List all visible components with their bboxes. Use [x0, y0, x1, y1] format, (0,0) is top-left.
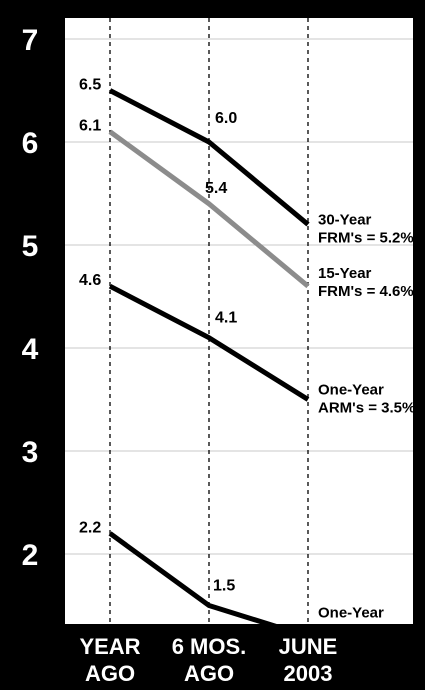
series-label-line2: FRM's = 5.2%: [318, 229, 414, 246]
series-label-line1: One-Year: [318, 604, 384, 621]
x-tick-label-line1: 6 MOS.: [172, 634, 247, 659]
x-tick-label-line1: YEAR: [79, 634, 140, 659]
y-tick-label-2: 2: [22, 539, 39, 572]
data-label-s3-p0: 2.2: [79, 519, 101, 536]
x-tick-label-line2: AGO: [85, 661, 135, 686]
series-label-line2: ARM's = 3.5%: [318, 400, 415, 417]
y-tick-label-6: 6: [22, 127, 39, 160]
data-label-s0-p1: 6.0: [215, 110, 237, 127]
x-tick-label-line1: JUNE: [279, 634, 338, 659]
data-label-s1-p0: 6.1: [79, 118, 101, 135]
y-tick-label-7: 7: [22, 24, 39, 57]
series-label-line1: 15-Year: [318, 265, 372, 282]
data-label-s3-p1: 1.5: [213, 578, 235, 595]
series-label-line1: One-Year: [318, 382, 384, 399]
y-tick-label-4: 4: [22, 333, 39, 366]
x-tick-label-line2: 2003: [284, 661, 333, 686]
series-label-line2: FRM's = 4.6%: [318, 283, 414, 300]
data-label-s1-p1: 5.4: [205, 180, 227, 197]
y-tick-label-5: 5: [22, 230, 39, 263]
data-label-s0-p0: 6.5: [79, 77, 101, 94]
x-tick-label-line2: AGO: [184, 661, 234, 686]
y-tick-label-3: 3: [22, 436, 39, 469]
data-label-s2-p0: 4.6: [79, 272, 101, 289]
data-label-s2-p1: 4.1: [215, 310, 237, 327]
plot-area: [65, 18, 413, 624]
series-label-line1: 30-Year: [318, 211, 372, 228]
